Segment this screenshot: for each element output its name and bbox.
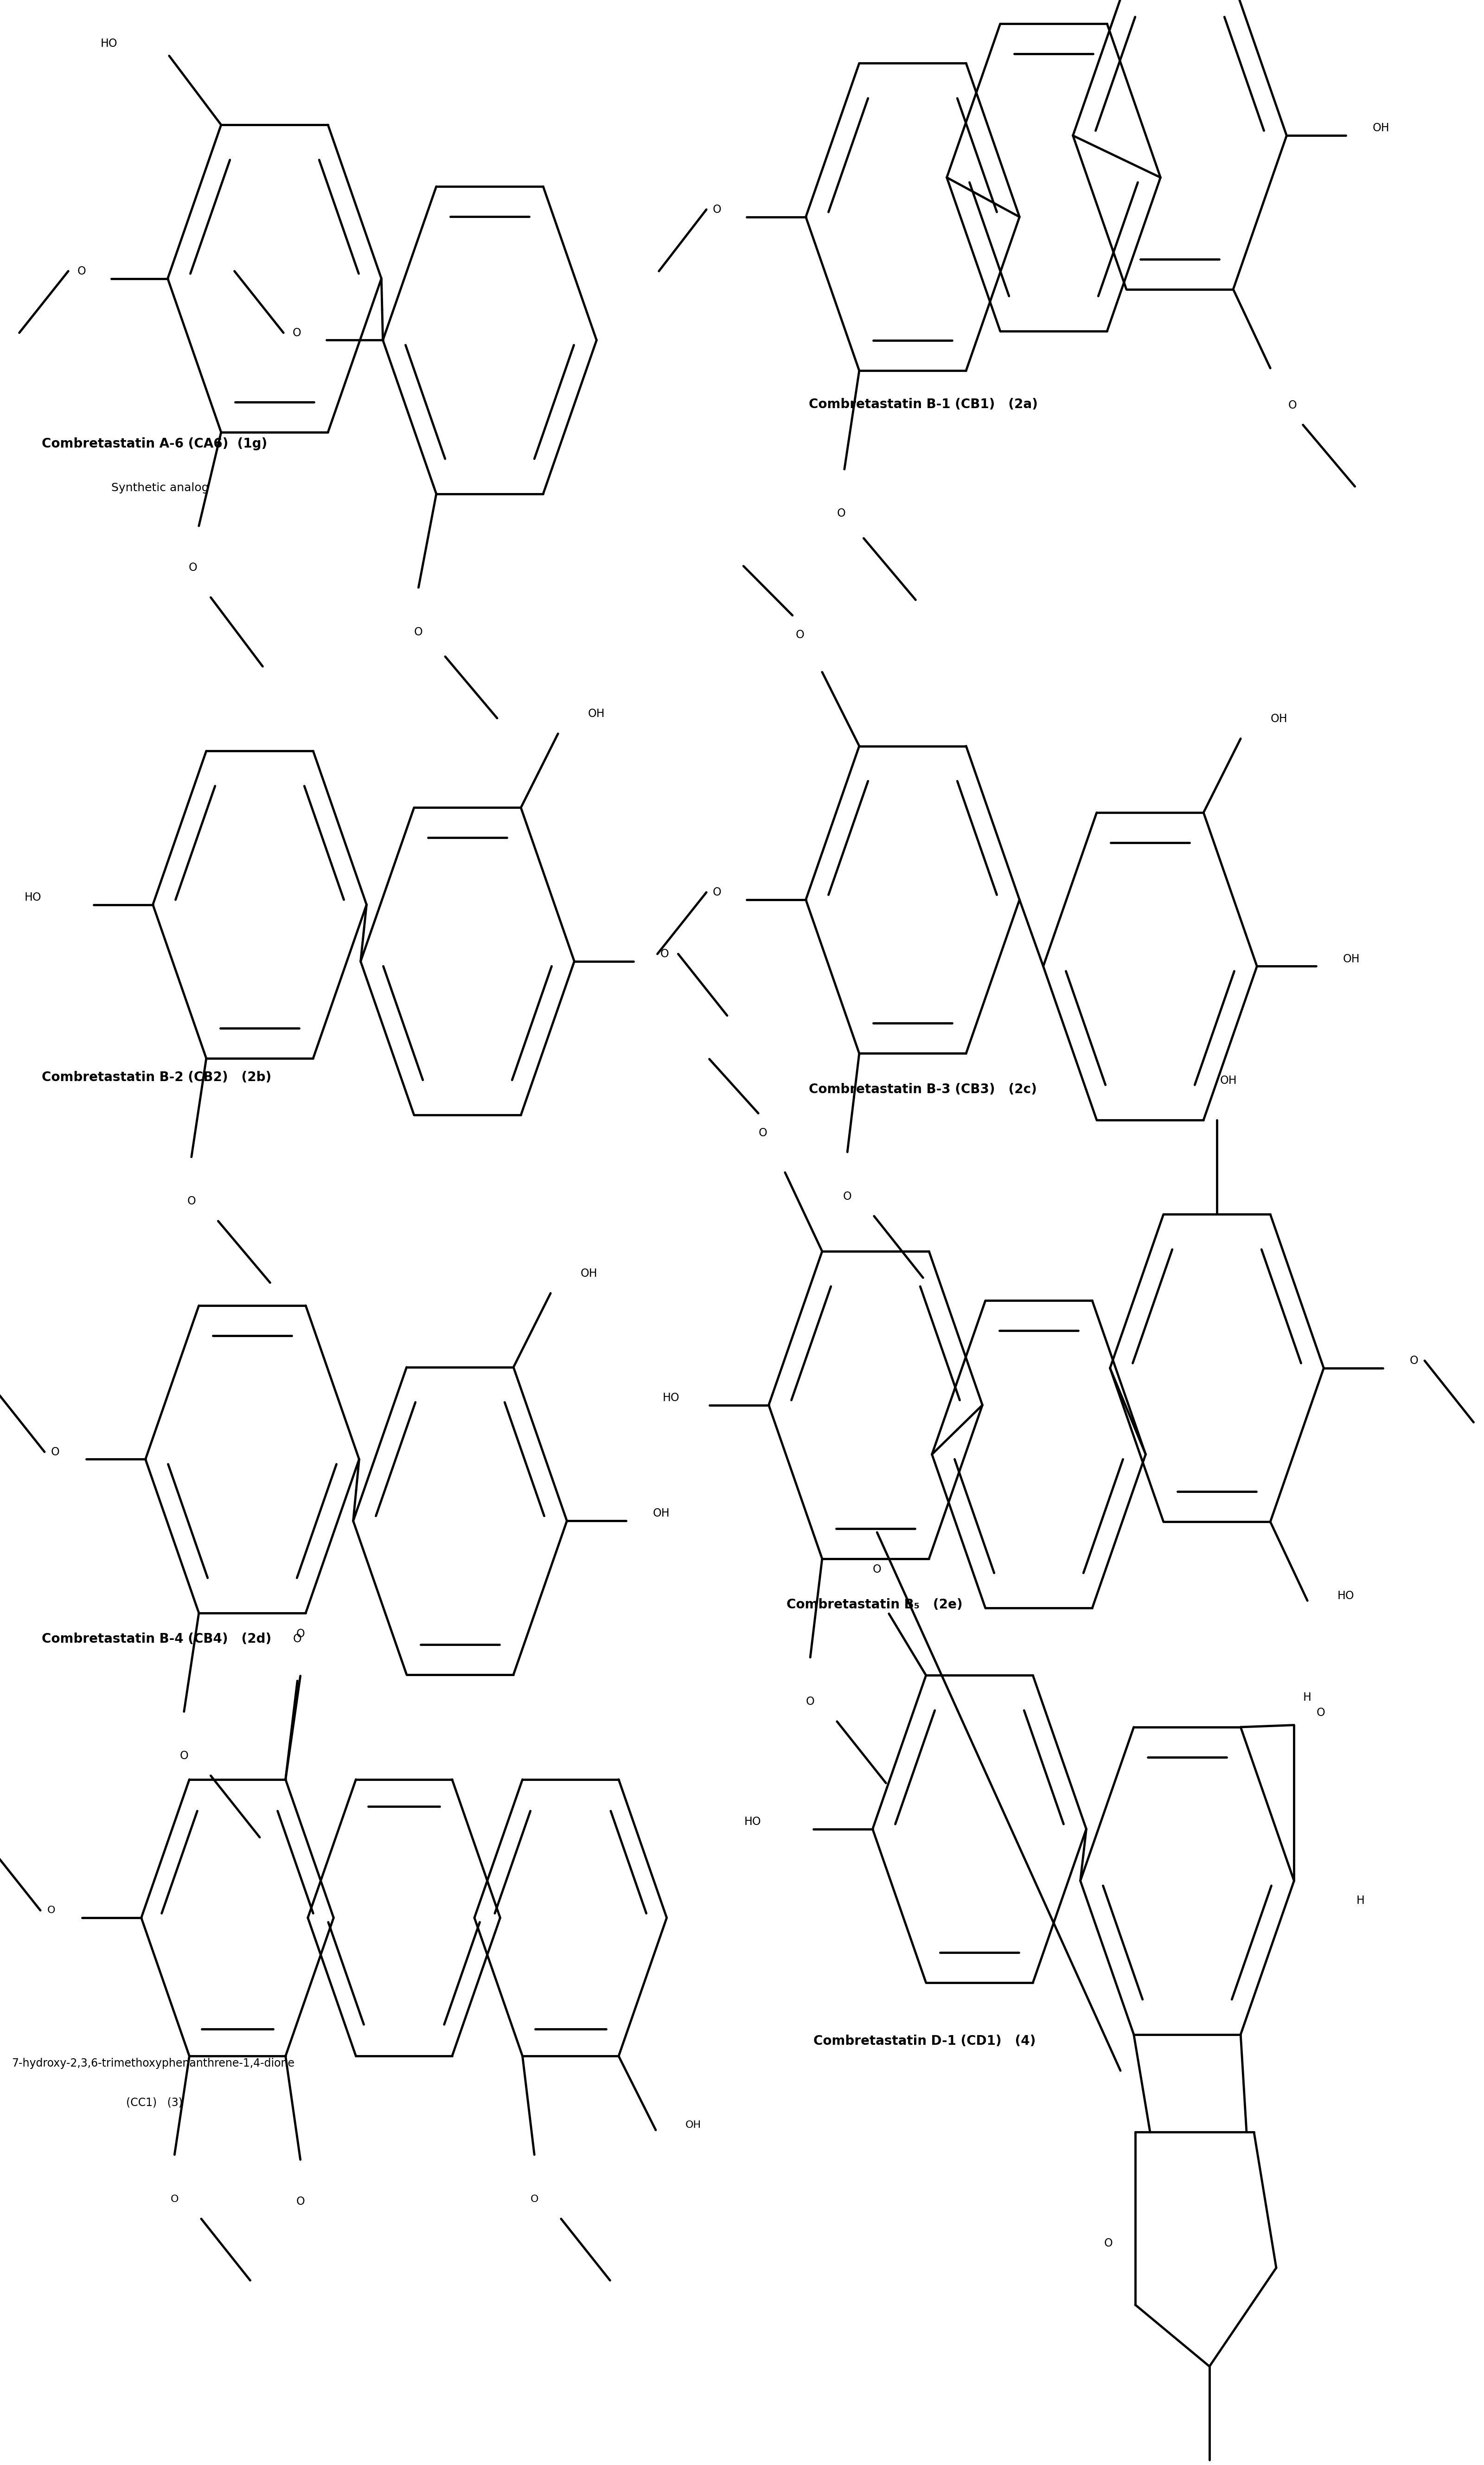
- Text: Combretastatin B-3 (CB3)   (2c): Combretastatin B-3 (CB3) (2c): [809, 1082, 1037, 1097]
- Text: OH: OH: [1220, 1075, 1236, 1087]
- Text: O: O: [77, 266, 86, 276]
- Text: O: O: [1104, 2238, 1113, 2248]
- Text: OH: OH: [588, 707, 604, 720]
- Text: O: O: [712, 887, 721, 897]
- Text: O: O: [795, 629, 804, 641]
- Text: O: O: [187, 1196, 196, 1208]
- Text: OH: OH: [686, 2120, 702, 2130]
- Text: HO: HO: [663, 1393, 680, 1403]
- Text: O: O: [171, 2194, 178, 2204]
- Text: O: O: [758, 1127, 767, 1139]
- Text: 7-hydroxy-2,3,6-trimethoxyphenanthrene-1,4-dione: 7-hydroxy-2,3,6-trimethoxyphenanthrene-1…: [12, 2058, 295, 2068]
- Text: HO: HO: [25, 892, 42, 902]
- Text: Combretastatin B-1 (CB1)   (2a): Combretastatin B-1 (CB1) (2a): [809, 397, 1037, 412]
- Text: O: O: [47, 1905, 55, 1915]
- Text: O: O: [1288, 399, 1297, 412]
- Text: OH: OH: [1270, 712, 1287, 725]
- Text: Combretastatin B-2 (CB2)   (2b): Combretastatin B-2 (CB2) (2b): [42, 1070, 272, 1085]
- Text: O: O: [295, 1629, 304, 1639]
- Text: OH: OH: [580, 1267, 597, 1279]
- Text: O: O: [806, 1696, 815, 1708]
- Text: O: O: [414, 626, 423, 638]
- Text: HO: HO: [1337, 1590, 1353, 1602]
- Text: HO: HO: [745, 1817, 761, 1827]
- Text: OH: OH: [1343, 954, 1359, 964]
- Text: Combretastatin D-1 (CD1)   (4): Combretastatin D-1 (CD1) (4): [813, 2034, 1036, 2048]
- Text: Combretastatin A-6 (CA6)  (1g): Combretastatin A-6 (CA6) (1g): [42, 436, 267, 451]
- Text: O: O: [188, 562, 197, 574]
- Text: O: O: [712, 205, 721, 214]
- Text: O: O: [843, 1191, 852, 1203]
- Text: OH: OH: [653, 1509, 669, 1518]
- Text: O: O: [1316, 1708, 1325, 1718]
- Text: (CC1)   (3): (CC1) (3): [126, 2098, 183, 2108]
- Text: O: O: [292, 1634, 301, 1644]
- Text: Combretastatin B₅   (2e): Combretastatin B₅ (2e): [787, 1597, 963, 1612]
- Text: O: O: [50, 1447, 59, 1457]
- Text: O: O: [530, 2194, 539, 2204]
- Text: HO: HO: [101, 37, 117, 49]
- Text: O: O: [660, 949, 669, 959]
- Text: H: H: [1303, 1691, 1312, 1703]
- Text: H: H: [1356, 1896, 1365, 1905]
- Text: O: O: [873, 1563, 881, 1575]
- Text: OH: OH: [1373, 123, 1389, 133]
- Text: O: O: [292, 328, 301, 338]
- Text: Synthetic analog: Synthetic analog: [111, 483, 209, 493]
- Text: O: O: [180, 1750, 188, 1762]
- Text: Combretastatin B-4 (CB4)   (2d): Combretastatin B-4 (CB4) (2d): [42, 1632, 272, 1647]
- Text: O: O: [295, 2196, 304, 2206]
- Text: O: O: [837, 508, 846, 520]
- Text: O: O: [1410, 1356, 1419, 1366]
